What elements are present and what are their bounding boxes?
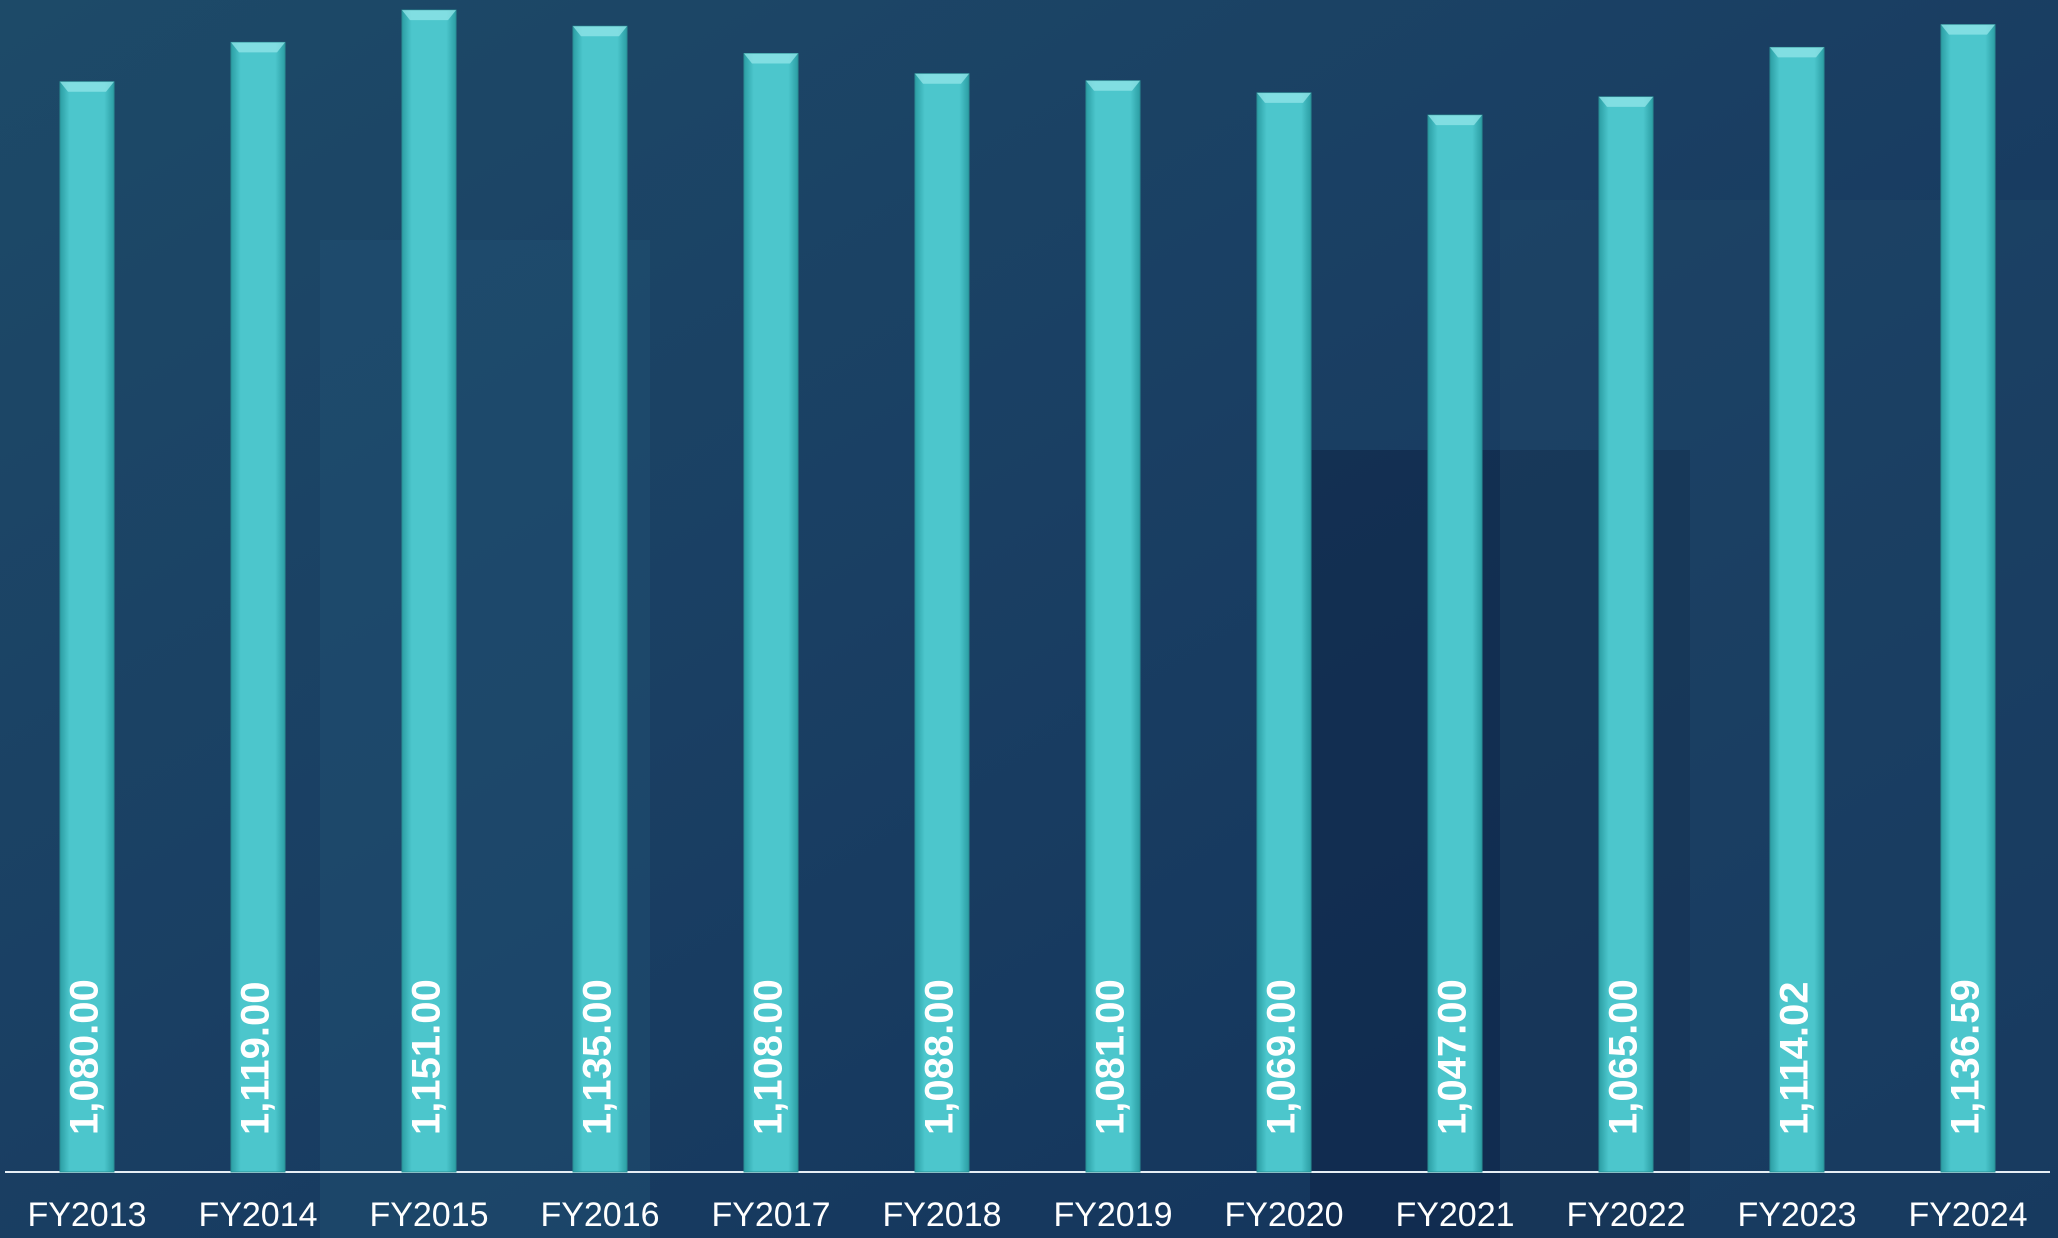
value-label: 1,114.02 [1773, 982, 1817, 1136]
bar [1256, 92, 1312, 1173]
x-tick-label: FY2024 [1908, 1196, 2027, 1234]
bar [1940, 24, 1996, 1173]
x-tick-label: FY2019 [1053, 1196, 1172, 1234]
bar-bevel [60, 81, 114, 92]
bar-bevel [573, 26, 627, 37]
bar [59, 81, 115, 1173]
x-tick-label: FY2023 [1737, 1196, 1856, 1234]
value-label: 1,108.00 [747, 979, 791, 1135]
bar-bevel [1257, 92, 1311, 103]
bar-bevel [1941, 24, 1995, 35]
x-tick-label: FY2013 [27, 1196, 146, 1234]
x-tick-label: FY2016 [540, 1196, 659, 1234]
x-tick-label: FY2021 [1395, 1196, 1514, 1234]
x-tick-label: FY2022 [1566, 1196, 1685, 1234]
value-label: 1,081.00 [1089, 979, 1133, 1135]
bar-bevel [915, 73, 969, 84]
bar-bevel [1086, 80, 1140, 91]
bar-bevel [744, 53, 798, 64]
bar-bevel [1428, 115, 1482, 126]
bar-bevel [231, 42, 285, 53]
value-label: 1,080.00 [63, 979, 107, 1135]
bar [572, 25, 628, 1173]
bar-bevel [1770, 47, 1824, 58]
bar [401, 9, 457, 1173]
value-label: 1,088.00 [918, 979, 962, 1135]
bar-bevel [1599, 96, 1653, 107]
bar [914, 73, 970, 1173]
bar [1085, 80, 1141, 1173]
x-tick-label: FY2014 [198, 1196, 317, 1234]
x-tick-label: FY2015 [369, 1196, 488, 1234]
value-label: 1,151.00 [405, 979, 449, 1135]
value-label: 1,119.00 [234, 982, 278, 1136]
value-label: 1,135.00 [576, 979, 620, 1135]
bar [1598, 96, 1654, 1173]
value-label: 1,069.00 [1260, 979, 1304, 1135]
value-label: 1,065.00 [1602, 979, 1646, 1135]
bar [743, 53, 799, 1173]
value-label: 1,136.59 [1944, 979, 1988, 1135]
value-label: 1,047.00 [1431, 979, 1475, 1135]
bar-bevel [402, 10, 456, 21]
bar [1427, 114, 1483, 1173]
bar [230, 41, 286, 1173]
x-tick-label: FY2017 [711, 1196, 830, 1234]
x-tick-label: FY2020 [1224, 1196, 1343, 1234]
x-tick-label: FY2018 [882, 1196, 1001, 1234]
